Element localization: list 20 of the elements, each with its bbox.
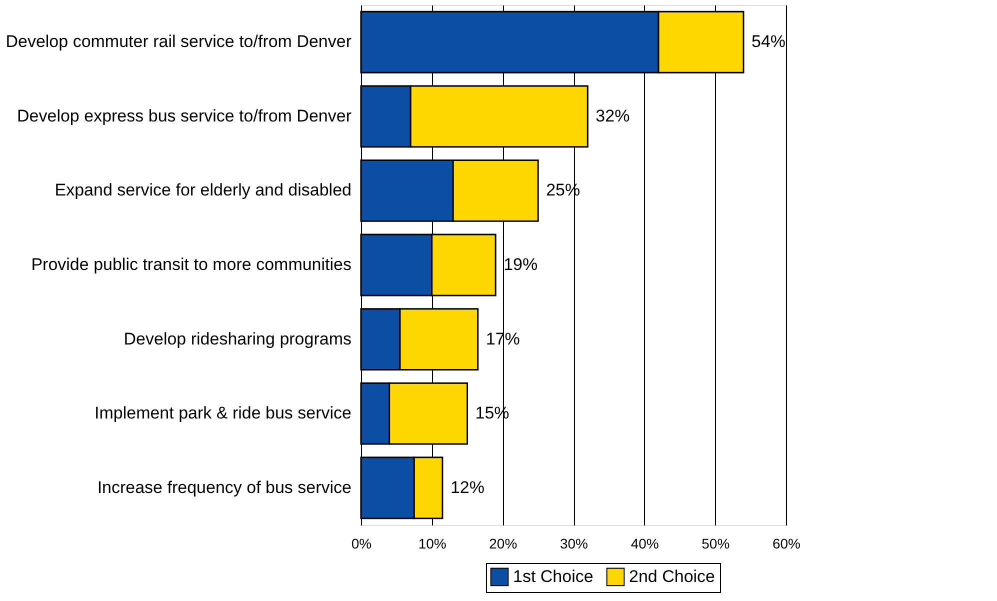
- y-tick-label: Develop express bus service to/from Denver: [17, 106, 352, 126]
- y-tick-label: Develop commuter rail service to/from Denver: [6, 32, 352, 52]
- x-tick-label: 50%: [702, 536, 730, 552]
- y-tick-label: Expand service for elderly and disabled: [54, 180, 352, 200]
- x-tick-label: 60%: [772, 536, 801, 552]
- x-tick-label: 40%: [630, 536, 659, 552]
- total-label: 32%: [596, 106, 630, 126]
- y-tick-label: Develop ridesharing programs: [124, 329, 352, 348]
- total-label: 54%: [752, 32, 786, 52]
- y-tick-label: Provide public transit to more communities: [31, 255, 352, 274]
- x-tick-label: 10%: [418, 536, 446, 552]
- legend-label: 2nd Choice: [629, 566, 716, 586]
- y-tick-label: Implement park & ride bus service: [94, 404, 352, 423]
- x-tick-label: 0%: [351, 536, 372, 552]
- total-label: 19%: [504, 255, 538, 274]
- total-label: 12%: [450, 478, 484, 497]
- x-tick-label: 30%: [560, 536, 588, 552]
- y-tick-label: Increase frequency of bus service: [97, 478, 352, 497]
- legend-label: 1st Choice: [513, 566, 594, 586]
- x-tick-label: 20%: [489, 536, 518, 552]
